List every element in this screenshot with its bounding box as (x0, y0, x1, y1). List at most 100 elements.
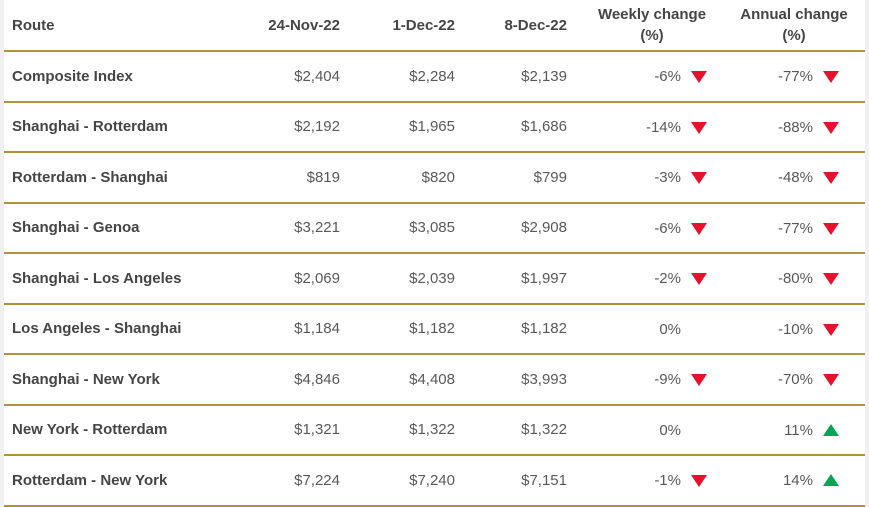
down-triangle-icon (823, 70, 839, 84)
route-cell: New York - Rotterdam (4, 406, 257, 456)
down-triangle-icon (691, 70, 707, 84)
no-trend-icon (691, 323, 707, 336)
route-cell: Shanghai - Genoa (4, 204, 257, 254)
annual-change-value: -10% (777, 320, 813, 338)
table-row: Shanghai - Rotterdam $2,192 $1,965 $1,68… (4, 103, 865, 153)
weekly-change-cell: -6% (581, 52, 723, 103)
weekly-change-value: -6% (654, 219, 681, 237)
rate-cell-24nov: $4,846 (257, 355, 354, 406)
down-triangle-icon (691, 121, 707, 134)
down-triangle-icon (823, 121, 839, 134)
annual-change-cell: -48% (723, 153, 865, 204)
annual-change-cell: -77% (723, 52, 865, 103)
down-triangle-icon (691, 272, 707, 286)
weekly-change-cell: -2% (581, 254, 723, 305)
annual-change-value: -77% (777, 219, 813, 237)
down-triangle-icon (691, 171, 707, 185)
rate-cell-24nov: $2,404 (257, 52, 354, 103)
down-triangle-icon (823, 323, 839, 336)
annual-change-value: 14% (782, 472, 813, 490)
rate-cell-1dec: $2,039 (354, 254, 469, 305)
rate-cell-8dec: $7,151 (469, 456, 581, 507)
table-body: Composite Index $2,404 $2,284 $2,139 -6%… (4, 52, 865, 507)
rate-cell-1dec: $1,322 (354, 406, 469, 456)
weekly-change-value: 0% (659, 320, 681, 338)
weekly-change-value: -6% (654, 68, 681, 86)
route-cell: Composite Index (4, 52, 257, 103)
annual-change-cell: -77% (723, 204, 865, 254)
weekly-change-cell: -9% (581, 355, 723, 406)
rate-cell-24nov: $1,184 (257, 305, 354, 355)
rate-cell-1dec: $2,284 (354, 52, 469, 103)
rate-cell-24nov: $819 (257, 153, 354, 204)
weekly-change-cell: -6% (581, 204, 723, 254)
up-triangle-icon (823, 423, 839, 437)
annual-change-cell: -70% (723, 355, 865, 406)
table-row: Shanghai - Los Angeles $2,069 $2,039 $1,… (4, 254, 865, 305)
annual-change-cell: -80% (723, 254, 865, 305)
weekly-change-value: -3% (654, 169, 681, 187)
rate-cell-1dec: $1,182 (354, 305, 469, 355)
rate-cell-8dec: $799 (469, 153, 581, 204)
rate-cell-8dec: $2,139 (469, 52, 581, 103)
up-triangle-icon (823, 474, 839, 487)
header-row: Route 24-Nov-22 1-Dec-22 8-Dec-22 Weekly… (4, 0, 865, 52)
annual-change-cell: 14% (723, 456, 865, 507)
weekly-change-cell: 0% (581, 406, 723, 456)
weekly-change-value: -9% (654, 371, 681, 389)
rate-cell-1dec: $7,240 (354, 456, 469, 507)
rate-cell-1dec: $4,408 (354, 355, 469, 406)
rate-cell-8dec: $1,686 (469, 103, 581, 153)
rate-cell-8dec: $3,993 (469, 355, 581, 406)
rate-cell-24nov: $2,069 (257, 254, 354, 305)
rate-cell-8dec: $1,182 (469, 305, 581, 355)
rate-cell-24nov: $1,321 (257, 406, 354, 456)
annual-change-cell: -88% (723, 103, 865, 153)
route-cell: Shanghai - New York (4, 355, 257, 406)
col-header-weekly: Weekly change (%) (581, 0, 723, 52)
route-cell: Rotterdam - Shanghai (4, 153, 257, 204)
rate-cell-1dec: $1,965 (354, 103, 469, 153)
annual-change-cell: 11% (723, 406, 865, 456)
weekly-change-value: -2% (654, 270, 681, 288)
down-triangle-icon (823, 171, 839, 185)
route-cell: Shanghai - Los Angeles (4, 254, 257, 305)
rate-cell-8dec: $2,908 (469, 204, 581, 254)
weekly-change-value: -14% (645, 118, 681, 136)
down-triangle-icon (823, 373, 839, 387)
route-cell: Los Angeles - Shanghai (4, 305, 257, 355)
down-triangle-icon (823, 222, 839, 235)
rate-cell-1dec: $3,085 (354, 204, 469, 254)
rate-cell-8dec: $1,322 (469, 406, 581, 456)
route-cell: Rotterdam - New York (4, 456, 257, 507)
col-header-8dec: 8-Dec-22 (469, 0, 581, 52)
col-header-1dec: 1-Dec-22 (354, 0, 469, 52)
weekly-change-cell: 0% (581, 305, 723, 355)
annual-change-value: -80% (777, 270, 813, 288)
rate-cell-8dec: $1,997 (469, 254, 581, 305)
rate-cell-24nov: $3,221 (257, 204, 354, 254)
down-triangle-icon (691, 474, 707, 488)
weekly-change-value: -1% (654, 472, 681, 490)
freight-rates-table: Route 24-Nov-22 1-Dec-22 8-Dec-22 Weekly… (4, 0, 865, 507)
table-row: Shanghai - Genoa $3,221 $3,085 $2,908 -6… (4, 204, 865, 254)
annual-change-value: -48% (777, 169, 813, 187)
annual-change-value: -70% (777, 371, 813, 389)
table-row: Rotterdam - Shanghai $819 $820 $799 -3% … (4, 153, 865, 204)
rate-cell-1dec: $820 (354, 153, 469, 204)
annual-change-value: 11% (784, 421, 813, 439)
annual-change-cell: -10% (723, 305, 865, 355)
down-triangle-icon (823, 272, 839, 286)
weekly-change-cell: -14% (581, 103, 723, 153)
table-row: Composite Index $2,404 $2,284 $2,139 -6%… (4, 52, 865, 103)
weekly-change-cell: -3% (581, 153, 723, 204)
table-row: Los Angeles - Shanghai $1,184 $1,182 $1,… (4, 305, 865, 355)
down-triangle-icon (691, 222, 707, 235)
table-row: Shanghai - New York $4,846 $4,408 $3,993… (4, 355, 865, 406)
weekly-change-cell: -1% (581, 456, 723, 507)
col-header-annual: Annual change (%) (723, 0, 865, 52)
col-header-24nov: 24-Nov-22 (257, 0, 354, 52)
no-trend-icon (691, 424, 707, 437)
rate-cell-24nov: $2,192 (257, 103, 354, 153)
